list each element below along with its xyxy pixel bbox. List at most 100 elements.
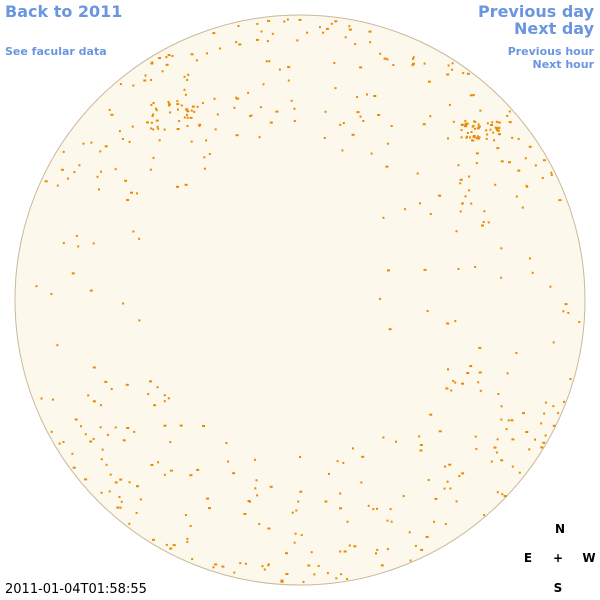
facula: [434, 497, 438, 500]
facula: [198, 124, 201, 127]
facula: [544, 401, 547, 404]
facula: [298, 18, 302, 21]
facula: [386, 548, 389, 551]
facula: [255, 38, 259, 41]
facula: [336, 460, 339, 463]
previous-day-link[interactable]: Previous day: [477, 2, 594, 21]
facula: [156, 125, 159, 128]
facula: [359, 66, 363, 69]
facula: [353, 545, 357, 548]
facula: [169, 469, 173, 472]
facula: [157, 127, 160, 130]
facula: [60, 168, 64, 171]
facula: [208, 507, 211, 510]
facula: [459, 182, 462, 185]
facula: [461, 202, 464, 205]
facula: [300, 534, 303, 537]
facula: [256, 494, 259, 497]
facula: [478, 371, 482, 374]
facula: [84, 478, 88, 481]
facula: [236, 97, 240, 100]
facula: [283, 20, 286, 23]
facula: [138, 237, 141, 240]
facula: [333, 62, 336, 64]
facula: [567, 311, 570, 314]
facula: [261, 565, 264, 568]
facula: [96, 175, 99, 178]
facula: [249, 115, 252, 118]
facula: [126, 199, 130, 201]
facula: [466, 132, 469, 134]
facula: [165, 543, 168, 546]
compass-north: N: [554, 522, 566, 536]
facula: [459, 178, 463, 181]
facula: [247, 91, 250, 94]
facula: [468, 189, 471, 192]
facula: [225, 442, 228, 444]
facula: [176, 185, 179, 188]
facula: [106, 433, 109, 436]
facula: [265, 60, 268, 63]
facula: [534, 164, 537, 167]
facula: [334, 20, 338, 23]
facular-link[interactable]: See facular data: [5, 45, 107, 58]
facula: [388, 328, 392, 331]
facula: [511, 465, 514, 468]
facula: [110, 388, 113, 390]
facula: [451, 68, 454, 71]
facula: [62, 150, 65, 153]
facula: [163, 394, 166, 397]
facula: [153, 404, 157, 407]
facula: [297, 500, 300, 503]
facula: [183, 75, 186, 78]
facula: [238, 43, 242, 46]
facula: [110, 113, 114, 116]
facula: [147, 393, 150, 396]
facula: [186, 116, 189, 119]
facula: [114, 481, 118, 484]
facula: [534, 438, 536, 441]
facula: [104, 380, 108, 383]
next-day-link[interactable]: Next day: [514, 19, 594, 38]
back-link[interactable]: Back to 2011: [5, 2, 123, 21]
facula: [446, 73, 450, 76]
facula: [163, 128, 166, 131]
facula: [77, 245, 80, 248]
facula: [500, 247, 503, 250]
facula: [136, 485, 139, 488]
facula: [184, 93, 187, 96]
facula: [461, 123, 464, 126]
facula: [189, 525, 192, 527]
facula: [466, 72, 470, 75]
facula: [35, 285, 38, 288]
next-hour-link[interactable]: Next hour: [532, 58, 595, 71]
facula: [108, 108, 111, 111]
facula: [455, 500, 458, 503]
facula: [387, 269, 390, 272]
facula: [485, 137, 488, 140]
facula: [150, 464, 154, 466]
facula: [71, 452, 74, 455]
facula: [408, 531, 411, 534]
facula: [368, 30, 372, 33]
facula: [444, 465, 447, 468]
facula: [464, 125, 468, 128]
facula: [203, 167, 206, 170]
facula: [169, 111, 172, 114]
facula: [373, 95, 377, 97]
facula: [89, 289, 93, 292]
facula: [351, 133, 355, 136]
facula: [293, 120, 296, 122]
facula: [212, 32, 216, 35]
facula: [177, 108, 179, 111]
facula: [186, 537, 189, 540]
facula: [470, 202, 473, 205]
facula: [121, 137, 124, 140]
facula: [444, 523, 447, 525]
facula: [176, 128, 180, 130]
facula: [472, 139, 475, 142]
previous-hour-link[interactable]: Previous hour: [507, 45, 594, 58]
facula: [216, 113, 219, 116]
facula: [150, 127, 153, 130]
